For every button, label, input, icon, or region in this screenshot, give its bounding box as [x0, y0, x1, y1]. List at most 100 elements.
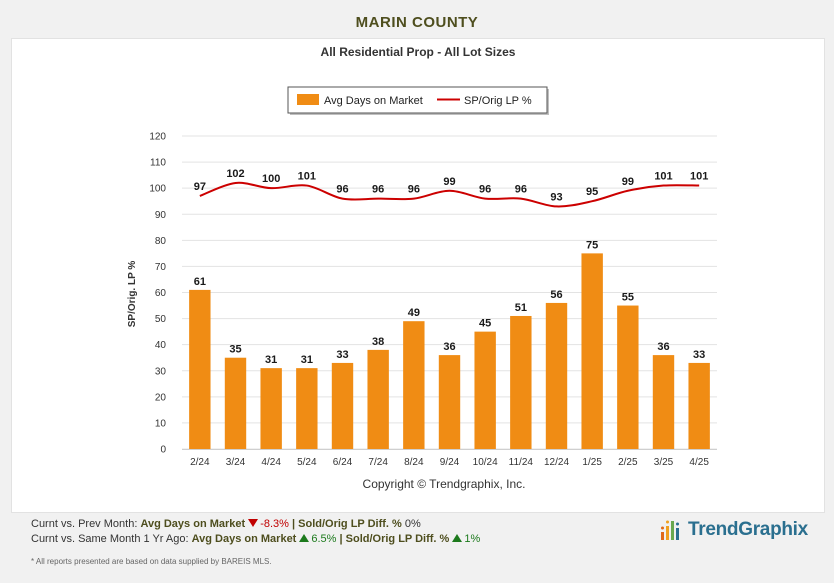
yoy-sold-change: 1% [464, 533, 481, 545]
bar-value-label: 33 [693, 349, 705, 361]
prev-month-prefix: Curnt vs. Prev Month: [31, 518, 138, 530]
yoy-summary: Curnt vs. Same Month 1 Yr Ago: Avg Days … [31, 533, 480, 545]
y-tick-label: 30 [155, 366, 167, 377]
y-axis-label: SP/Orig. LP % [127, 261, 138, 328]
bar-value-label: 56 [550, 289, 562, 301]
line-series: 97 102 100 101 96 96 96 99 96 96 93 95 99 101 101 [194, 168, 708, 208]
y-axis-ticks: 0 10 20 30 40 50 60 70 80 90 100 110 120 [149, 132, 166, 456]
y-tick-label: 50 [155, 314, 167, 325]
legend[interactable]: Avg Days on Market SP/Orig LP % [287, 86, 549, 115]
x-tick-label: 1/25 [582, 457, 602, 468]
y-tick-label: 100 [149, 184, 166, 195]
bar-8/24 [403, 321, 425, 449]
bar-value-label: 45 [479, 318, 491, 330]
bar-7/24 [367, 349, 389, 449]
y-tick-label: 10 [155, 418, 167, 429]
yoy-prefix: Curnt vs. Same Month 1 Yr Ago: [31, 533, 189, 545]
bar-value-label: 33 [336, 349, 348, 361]
bar-value-label: 61 [194, 276, 206, 288]
bar-4/24 [260, 368, 282, 449]
bar-value-label: 55 [622, 292, 634, 304]
up-arrow-icon [299, 534, 310, 542]
y-tick-label: 0 [160, 445, 166, 456]
line-value-label: 95 [586, 186, 598, 198]
bar-value-label: 36 [657, 341, 669, 353]
line-value-label: 100 [262, 173, 280, 185]
prev-sold-change: 0% [404, 518, 421, 530]
x-tick-label: 10/24 [473, 457, 498, 468]
bar-value-label: 31 [301, 354, 313, 366]
y-tick-label: 60 [155, 288, 167, 299]
separator: | [339, 533, 343, 545]
bar-2/24 [189, 289, 211, 449]
prev-month-summary: Curnt vs. Prev Month: Avg Days on Market… [31, 518, 421, 530]
legend-label-splp: SP/Orig LP % [464, 95, 532, 107]
bar-value-label: 36 [443, 341, 455, 353]
line-value-label: 96 [479, 184, 491, 196]
y-tick-label: 20 [155, 392, 167, 403]
x-tick-label: 11/24 [509, 457, 534, 468]
prev-dom-change: -8.3% [260, 518, 289, 530]
line-value-label: 99 [622, 176, 634, 188]
yoy-sold-label: Sold/Orig LP Diff. % [345, 533, 450, 545]
bar-chart-logo-icon [661, 520, 679, 540]
bar-5/24 [296, 368, 318, 449]
line-value-label: 102 [226, 168, 244, 180]
yoy-dom-label: Avg Days on Market [191, 533, 297, 545]
bar-6/24 [331, 362, 354, 449]
y-tick-label: 80 [155, 236, 167, 247]
line-value-label: 96 [408, 184, 420, 196]
down-arrow-icon [248, 519, 259, 527]
bar-9/24 [438, 355, 461, 449]
y-tick-label: 70 [155, 262, 167, 273]
bar-value-label: 51 [515, 302, 527, 314]
separator: | [292, 518, 296, 530]
line-value-label: 96 [515, 184, 527, 196]
y-tick-label: 40 [155, 340, 167, 351]
line-value-label: 101 [654, 171, 672, 183]
disclaimer: * All reports presented are based on dat… [31, 557, 272, 566]
trendgraphix-logo[interactable]: TrendGraphix [661, 517, 808, 543]
x-axis-ticks: 2/24 3/24 4/24 5/24 6/24 7/24 8/24 9/24 10/24 11/… [190, 457, 709, 468]
bar-10/24 [474, 331, 496, 449]
line-value-label: 93 [550, 191, 562, 203]
x-tick-label: 4/24 [261, 457, 281, 468]
line-value-label: 101 [690, 171, 708, 183]
bar-series: 61 35 31 31 33 38 49 36 45 51 56 75 55 36 33 [189, 239, 710, 449]
line-value-label: 97 [194, 181, 206, 193]
x-tick-label: 5/24 [297, 457, 317, 468]
x-tick-label: 4/25 [689, 457, 709, 468]
splp-line [199, 181, 700, 208]
bar-value-label: 38 [372, 336, 384, 348]
bar-value-label: 31 [265, 354, 277, 366]
bar-11/24 [510, 315, 532, 449]
x-tick-label: 7/24 [368, 457, 388, 468]
line-value-label: 96 [372, 184, 384, 196]
bar-value-label: 35 [229, 344, 241, 356]
yoy-dom-change: 6.5% [311, 533, 337, 545]
page-title: MARIN COUNTY [355, 14, 479, 31]
bar-3/24 [224, 357, 247, 449]
bar-4/25 [688, 362, 710, 449]
chart-panel: All Residential Prop - All Lot Sizes Avg… [11, 38, 825, 513]
x-tick-label: 3/25 [654, 457, 674, 468]
legend-bar-swatch [297, 94, 319, 105]
copyright: Copyright © Trendgraphix, Inc. [363, 477, 526, 491]
logo-text: TrendGraphix [688, 519, 808, 540]
bar-1/25 [581, 253, 603, 449]
line-value-label: 96 [336, 184, 348, 196]
bar-12/24 [545, 302, 568, 449]
prev-dom-label: Avg Days on Market [140, 518, 246, 530]
x-tick-label: 8/24 [404, 457, 424, 468]
bar-value-label: 49 [408, 307, 420, 319]
chart-title: All Residential Prop - All Lot Sizes [321, 45, 516, 59]
bar-3/25 [652, 355, 675, 449]
x-tick-label: 2/25 [618, 457, 638, 468]
x-tick-label: 9/24 [440, 457, 460, 468]
x-tick-label: 3/24 [226, 457, 246, 468]
y-tick-label: 90 [155, 210, 167, 221]
x-tick-label: 12/24 [544, 457, 569, 468]
bar-value-label: 75 [586, 239, 598, 251]
x-tick-label: 6/24 [333, 457, 353, 468]
prev-sold-label: Sold/Orig LP Diff. % [298, 518, 402, 530]
